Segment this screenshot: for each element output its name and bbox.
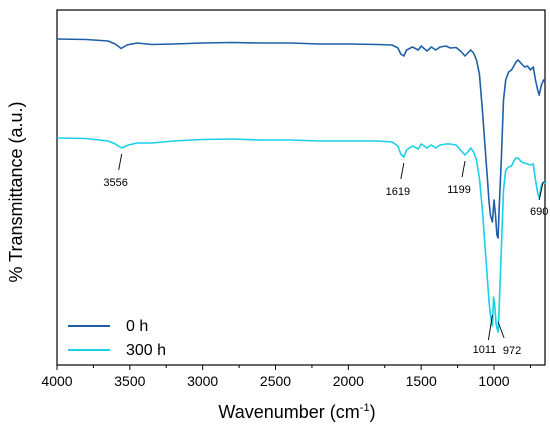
annotation-line-1011 xyxy=(487,314,493,341)
legend: 0 h 300 h xyxy=(68,318,166,359)
annotation-line-972 xyxy=(497,321,505,339)
annotation-line-690 xyxy=(538,181,544,201)
annotation-label-1011: 1011 xyxy=(473,344,497,356)
x-tick-label-3500: 3500 xyxy=(114,373,145,389)
series-line-300h xyxy=(56,137,546,333)
annotation-line-3556 xyxy=(118,153,123,171)
annotation-label-1199: 1199 xyxy=(447,184,471,196)
x-tick-label-1000: 1000 xyxy=(478,373,509,389)
legend-label-300h: 300 h xyxy=(126,342,166,359)
x-axis-title-sup: -1 xyxy=(360,402,370,414)
annotation-line-1619 xyxy=(400,162,405,180)
x-axis-title-suffix: ) xyxy=(370,402,376,422)
plot-frame xyxy=(56,9,546,366)
x-tick-label-1500: 1500 xyxy=(406,373,437,389)
annotation-label-1619: 1619 xyxy=(386,186,410,198)
x-tick-label-4000: 4000 xyxy=(41,373,72,389)
x-tick-label-2000: 2000 xyxy=(333,373,364,389)
annotation-label-3556: 3556 xyxy=(103,177,127,189)
x-tick-label-2500: 2500 xyxy=(260,373,291,389)
annotation-line-1199 xyxy=(461,160,466,178)
y-axis-title: % Transmittance (a.u.) xyxy=(6,101,26,282)
annotation-label-972: 972 xyxy=(503,345,521,357)
x-axis-title-main: Wavenumber (cm xyxy=(218,402,359,422)
series-line-0h xyxy=(56,38,546,239)
x-tick-label-3000: 3000 xyxy=(187,373,218,389)
annotation-label-690: 690 xyxy=(530,206,548,218)
legend-label-0h: 0 h xyxy=(126,318,148,335)
x-axis-title: Wavenumber (cm-1) xyxy=(218,402,375,422)
